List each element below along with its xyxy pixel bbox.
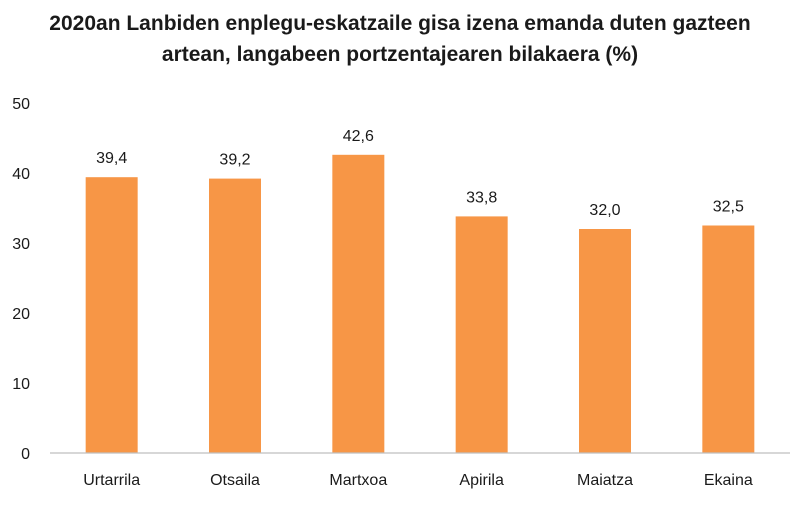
data-label: 32,5 <box>713 199 744 216</box>
chart-title-line-2: artean, langabeen portzentajearen bilaka… <box>161 43 639 66</box>
y-tick-label: 40 <box>12 166 30 183</box>
data-label: 42,6 <box>343 128 374 145</box>
y-tick-label: 0 <box>21 446 30 463</box>
chart-title-line-1: 2020an Lanbiden enplegu-eskatzaile gisa … <box>49 12 751 35</box>
y-tick-label: 30 <box>12 236 30 253</box>
bar-urtarrila <box>85 177 138 453</box>
bar-martxoa <box>332 154 385 454</box>
y-tick-label: 10 <box>12 376 30 393</box>
bar-maiatza <box>579 229 631 453</box>
y-axis: 0 10 20 30 40 50 <box>12 96 30 463</box>
y-tick-label: 20 <box>12 306 30 323</box>
data-label: 39,4 <box>96 150 127 167</box>
data-labels: 39,4 39,2 42,6 33,8 32,0 32,5 <box>96 128 744 219</box>
data-label: 32,0 <box>589 202 620 219</box>
x-tick-label: Otsaila <box>210 472 260 489</box>
bar-otsaila <box>209 178 261 453</box>
x-tick-label: Apirila <box>459 472 504 489</box>
x-axis: Urtarrila Otsaila Martxoa Apirila Maiatza Eka… <box>50 452 790 489</box>
bars <box>85 154 755 454</box>
y-tick-label: 50 <box>12 96 30 113</box>
x-tick-label: Ekaina <box>704 472 753 489</box>
x-tick-label: Urtarrila <box>83 472 140 489</box>
data-label: 33,8 <box>466 189 497 206</box>
data-label: 39,2 <box>219 152 250 169</box>
bar-apirila <box>455 216 508 453</box>
chart-title: 2020an Lanbiden enplegu-eskatzaile gisa … <box>0 8 800 70</box>
x-tick-label: Maiatza <box>577 472 633 489</box>
x-tick-label: Martxoa <box>329 472 387 489</box>
bar-ekaina <box>702 225 755 453</box>
